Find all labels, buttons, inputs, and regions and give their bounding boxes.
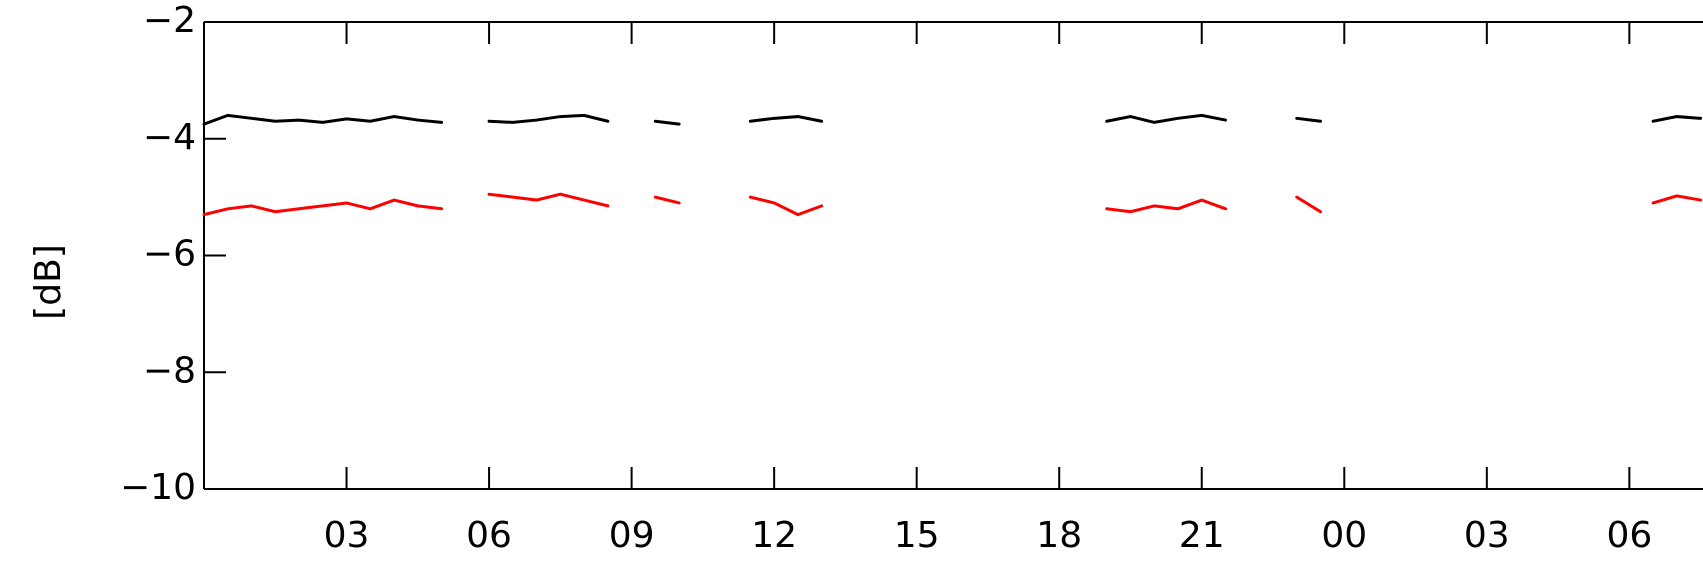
y-tick-label: −10 <box>120 467 196 508</box>
x-tick-label: 15 <box>894 515 940 556</box>
x-tick-label: 09 <box>609 515 655 556</box>
y-tick-label: −8 <box>143 350 196 391</box>
data-line <box>202 113 1703 126</box>
y-axis-label: [dB] <box>28 244 69 320</box>
x-tick-label: 21 <box>1179 515 1225 556</box>
y-tick-label: −4 <box>143 117 196 158</box>
x-tick-label: 12 <box>751 515 797 556</box>
x-tick-label: 06 <box>466 515 512 556</box>
x-tick-label: 06 <box>1606 515 1652 556</box>
data-line <box>202 192 1703 217</box>
x-tick-label: 03 <box>324 515 370 556</box>
y-tick-label: −6 <box>143 234 196 275</box>
y-tick-label: −2 <box>143 0 196 41</box>
x-tick-label: 03 <box>1464 515 1510 556</box>
x-tick-label: 00 <box>1321 515 1367 556</box>
x-tick-label: 18 <box>1036 515 1082 556</box>
